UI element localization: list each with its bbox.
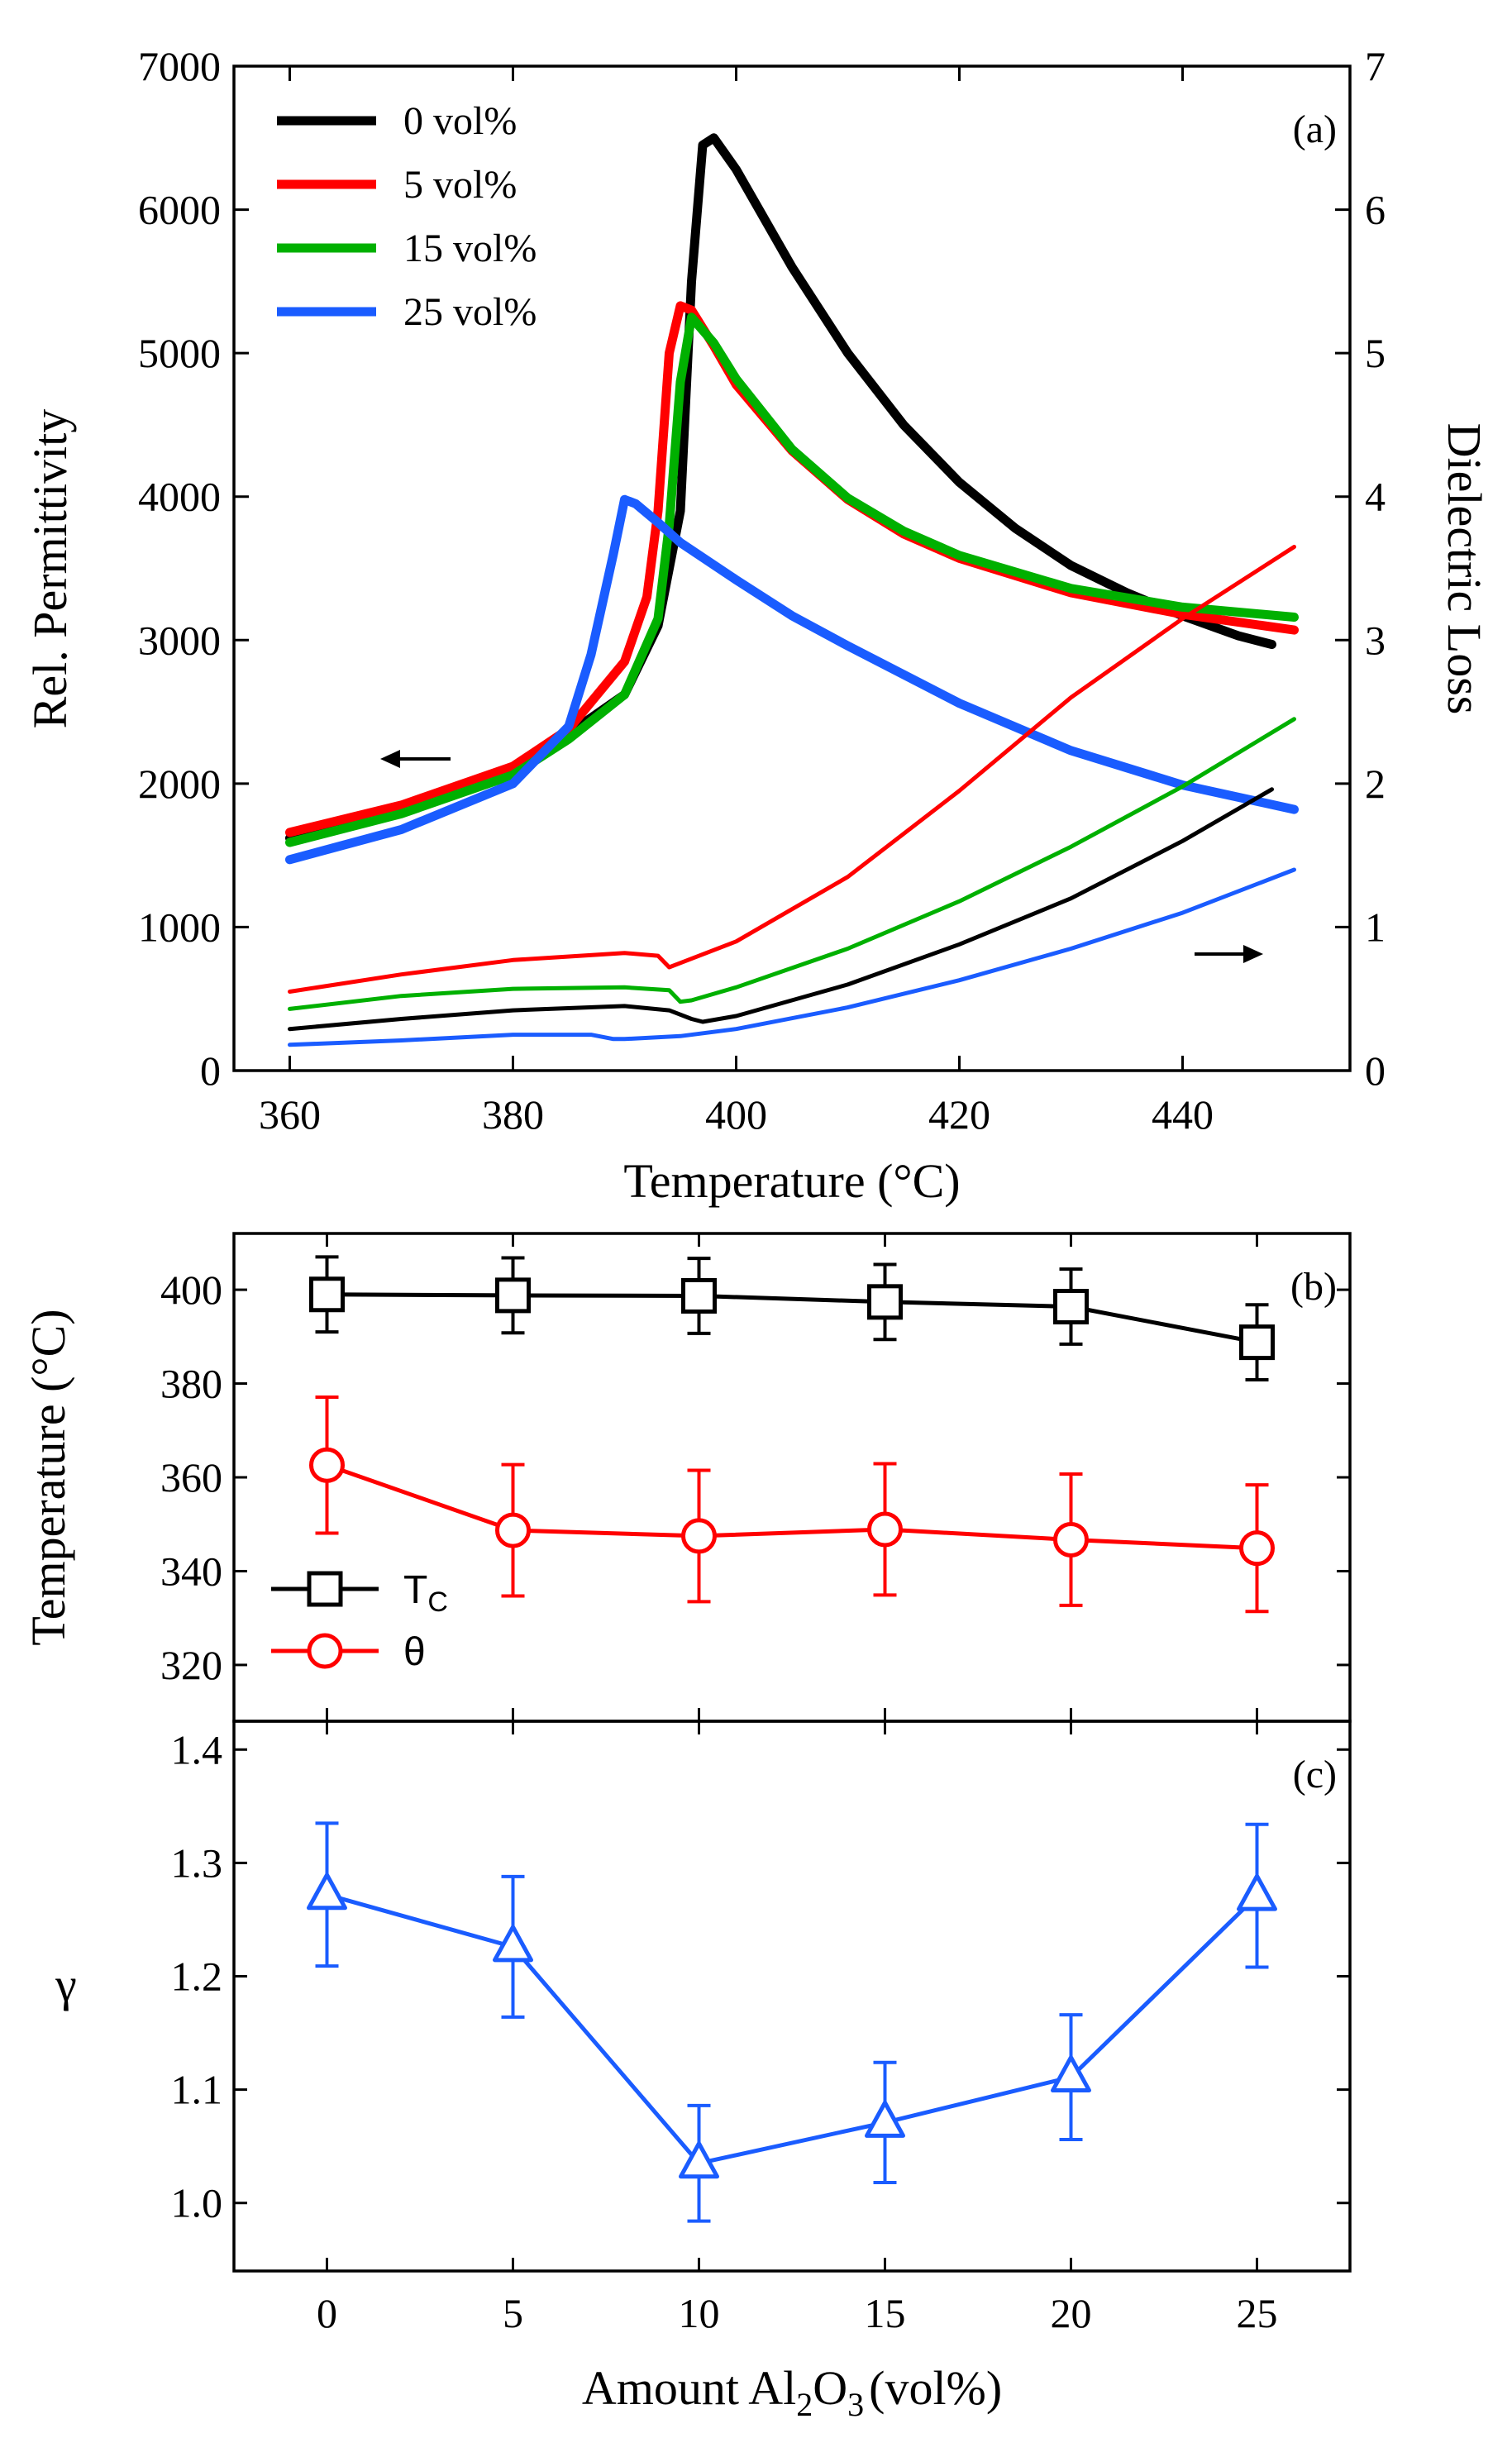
panel-a-y2-axis-label: Dielectric Loss (1438, 423, 1491, 715)
series-line-triangle (326, 1892, 1259, 2166)
left-axis-arrow (380, 750, 451, 768)
loss-line-0vol (288, 787, 1274, 1032)
series-line-circle (326, 1462, 1257, 1551)
data-point-circle (495, 1512, 531, 1548)
data-point-circle (309, 1447, 345, 1483)
data-point-square (1053, 1289, 1089, 1324)
permittivity-line-15vol (285, 312, 1299, 847)
permittivity-line-25vol (285, 494, 1299, 865)
legend-marker-square (307, 1571, 343, 1607)
panel-a-frame (232, 64, 1352, 1072)
x-tick-label: 360 (259, 1091, 321, 1138)
data-point-circle (681, 1518, 717, 1554)
y-tick-label: 1.3 (171, 1839, 223, 1886)
y-tick-label: 380 (160, 1361, 222, 1407)
panel-c-label: (c) (1293, 1753, 1337, 1796)
data-point-square (495, 1277, 531, 1314)
y-tick-label: 0 (200, 1047, 221, 1094)
x-tick-label: 5 (503, 2290, 523, 2336)
legend-label: 5 vol% (403, 163, 517, 207)
data-point-circle (1239, 1530, 1275, 1567)
y2-tick-label: 2 (1365, 761, 1386, 807)
panel-a-legend: 0 vol% 5 vol% 15 vol% 25 vol% (277, 99, 537, 334)
y-tick-label: 340 (160, 1548, 222, 1594)
x-tick-label: 15 (865, 2290, 906, 2336)
legend-label: 15 vol% (403, 227, 537, 270)
x-tick-label: 420 (928, 1091, 990, 1138)
y-tick-label: 1.1 (171, 2067, 223, 2113)
data-point-triangle (1237, 1873, 1277, 1911)
y2-tick-label: 7 (1365, 43, 1386, 89)
data-point-triangle (679, 2141, 719, 2179)
panel-a: 360 380 400 420 4400100020003000400050006000… (23, 43, 1491, 1208)
x-tick-label: 400 (705, 1091, 767, 1138)
data-point-triangle (493, 1925, 533, 1963)
data-point-square (309, 1276, 345, 1313)
y-tick-label: 1.4 (171, 1726, 223, 1772)
data-point-circle (1053, 1521, 1089, 1558)
legend-label: 25 vol% (403, 290, 537, 334)
legend-label: 0 vol% (403, 99, 517, 143)
x-tick-label: 20 (1051, 2290, 1092, 2336)
legend-label: θ (403, 1630, 426, 1674)
legend-label: TC (403, 1568, 448, 1618)
y-tick-label: 360 (160, 1454, 222, 1500)
data-point-triangle (1051, 2055, 1091, 2093)
legend-marker-circle (307, 1633, 343, 1669)
panel-a-x-axis-label: Temperature (°C) (623, 1154, 960, 1208)
y-tick-label: 3000 (138, 617, 221, 663)
series-line-square (327, 1292, 1257, 1345)
y-tick-label: 400 (160, 1267, 222, 1313)
loss-line-15vol (288, 717, 1296, 1011)
panel-c-y-axis-label: γ (55, 1958, 77, 2011)
panel-c-ticks: 0 5 10 15 20 25 1.0 1.1 1.2 1.3 1.4 (171, 1721, 1350, 2336)
y-tick-label: 1.0 (171, 2180, 223, 2226)
data-point-square (867, 1284, 903, 1320)
loss-line-5vol (288, 545, 1296, 994)
panel-b-series (309, 1255, 1275, 1614)
panel-a-y-axis-label: Rel. Permittivity (23, 409, 77, 729)
y2-tick-label: 6 (1365, 187, 1386, 233)
right-axis-arrow (1195, 945, 1263, 963)
data-point-square (681, 1277, 717, 1314)
panel-b-label: (b) (1290, 1265, 1337, 1309)
data-point-square (1239, 1324, 1275, 1361)
y-tick-label: 5000 (138, 330, 221, 376)
x-tick-label: 25 (1237, 2290, 1278, 2336)
panel-a-ticks: 360 380 400 420 4400100020003000400050006000… (138, 43, 1386, 1138)
panel-b-y-axis-label: Temperature (°C) (21, 1309, 75, 1645)
panel-c-series (307, 1821, 1277, 2223)
y-tick-label: 6000 (138, 187, 221, 233)
panel-c-x-axis-label: Amount Al2O3 (vol%) (582, 2361, 1002, 2423)
x-tick-label: 10 (679, 2290, 720, 2336)
y-tick-label: 2000 (138, 761, 221, 807)
panel-b-ticks: 320 340 360 380 400 (160, 1233, 1350, 1721)
data-point-circle (867, 1511, 903, 1548)
y-tick-label: 320 (160, 1642, 222, 1688)
y-tick-label: 1.2 (171, 1954, 223, 2000)
y2-tick-label: 1 (1365, 904, 1386, 950)
x-tick-label: 0 (317, 2290, 337, 2336)
y2-tick-label: 0 (1365, 1047, 1386, 1094)
panel-a-label: (a) (1293, 107, 1337, 151)
y2-tick-label: 4 (1365, 474, 1386, 520)
y2-tick-label: 5 (1365, 330, 1386, 376)
y2-tick-label: 3 (1365, 617, 1386, 663)
y-tick-label: 1000 (138, 904, 221, 950)
data-point-triangle (865, 2100, 905, 2138)
panel-b-legend: TC θ (271, 1568, 448, 1674)
panel-a-series (285, 133, 1299, 1047)
x-tick-label: 440 (1152, 1091, 1214, 1138)
data-point-triangle (307, 1873, 347, 1911)
y-tick-label: 7000 (138, 43, 221, 89)
panel-c-frame (232, 1720, 1352, 2273)
x-tick-label: 380 (482, 1091, 544, 1138)
panel-c: 0 5 10 15 20 25 1.0 1.1 1.2 1.3 1.4 (c) γ Amount A… (55, 1720, 1352, 2423)
y-tick-label: 4000 (138, 474, 221, 520)
loss-line-25vol (288, 867, 1296, 1047)
